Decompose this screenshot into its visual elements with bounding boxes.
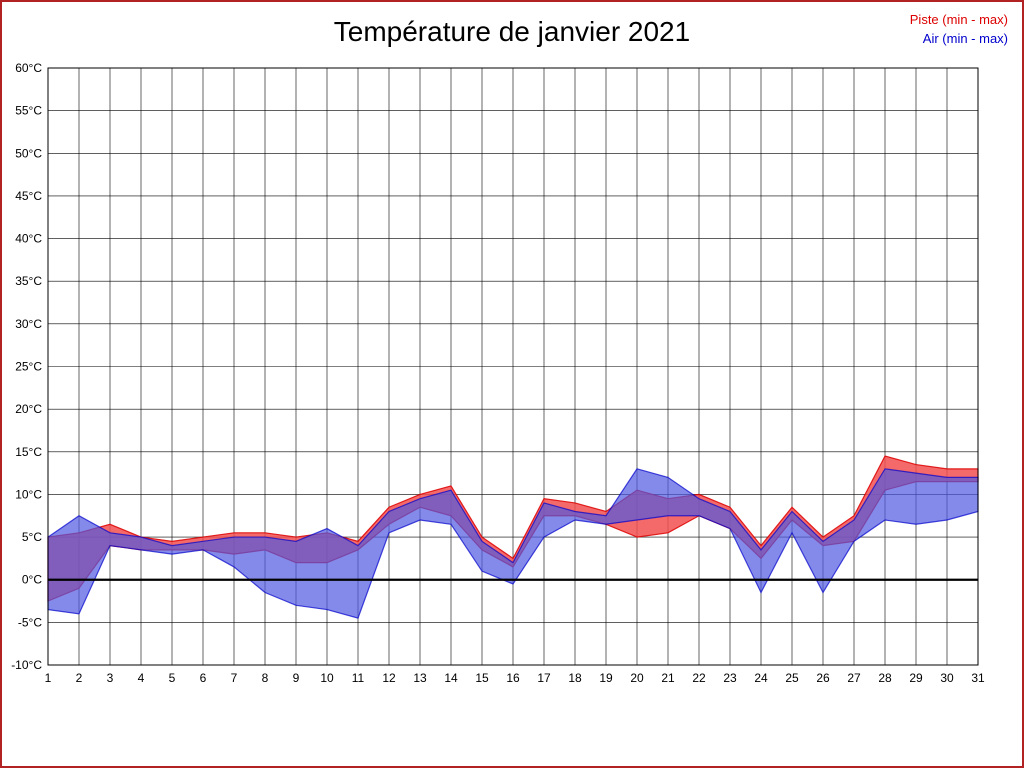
x-tick-label: 19 [599,671,613,685]
x-tick-label: 10 [320,671,334,685]
x-tick-label: 17 [537,671,551,685]
x-tick-label: 20 [630,671,644,685]
legend-air-label: Air (min - max) [922,31,1008,46]
y-tick-label: 40°C [15,232,42,246]
x-tick-label: 30 [940,671,954,685]
y-tick-label: 45°C [15,189,42,203]
y-tick-label: 5°C [22,530,42,544]
y-tick-label: 50°C [15,146,42,160]
x-tick-label: 1 [45,671,52,685]
y-tick-label: 10°C [15,487,42,501]
x-tick-label: 5 [169,671,176,685]
y-tick-label: 55°C [15,104,42,118]
y-tick-label: 20°C [15,402,42,416]
legend-piste-label: Piste (min - max) [909,12,1008,27]
y-tick-label: 30°C [15,317,42,331]
x-tick-label: 21 [661,671,675,685]
legend: Piste (min - max) Air (min - max) [910,10,1008,48]
x-tick-label: 18 [568,671,582,685]
x-tick-label: 11 [352,671,365,685]
x-tick-label: 6 [200,671,207,685]
y-tick-label: -5°C [18,615,42,629]
y-tick-label: -10°C [11,658,42,672]
x-tick-label: 15 [475,671,489,685]
x-tick-label: 7 [231,671,238,685]
x-tick-label: 14 [444,671,458,685]
x-tick-label: 16 [506,671,520,685]
x-tick-label: 27 [847,671,861,685]
y-tick-label: 15°C [15,445,42,459]
x-tick-label: 13 [413,671,427,685]
y-tick-label: 0°C [22,573,42,587]
x-tick-label: 31 [971,671,985,685]
x-tick-label: 28 [878,671,892,685]
x-tick-label: 9 [293,671,300,685]
chart-title: Température de janvier 2021 [333,16,691,47]
y-tick-label: 35°C [15,274,42,288]
x-tick-label: 29 [909,671,923,685]
x-tick-label: 12 [382,671,396,685]
x-tick-label: 24 [754,671,768,685]
x-tick-label: 2 [76,671,83,685]
y-tick-label: 60°C [15,61,42,75]
x-tick-label: 8 [262,671,269,685]
x-tick-label: 3 [107,671,114,685]
x-tick-label: 22 [692,671,706,685]
x-tick-label: 25 [785,671,799,685]
plot-border [47,67,979,666]
x-tick-label: 4 [138,671,145,685]
x-tick-label: 23 [723,671,737,685]
y-tick-label: 25°C [15,360,42,374]
x-tick-label: 26 [816,671,830,685]
